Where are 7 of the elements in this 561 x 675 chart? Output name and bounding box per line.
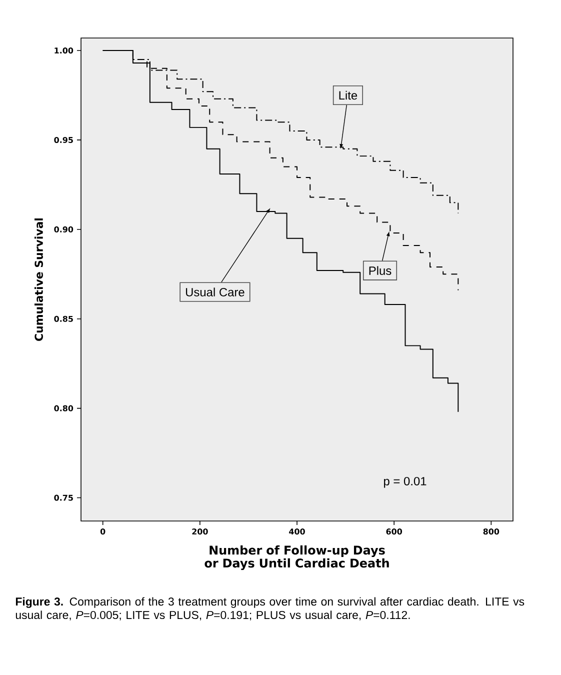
- annotation: p = 0.01: [384, 476, 426, 488]
- y-axis-title: Cumulative Survival: [34, 218, 43, 341]
- annotation: Usual Care: [186, 288, 244, 296]
- x-axis-title: Number of Follow-up Days or Days Until Cardiac Death: [204, 545, 389, 570]
- text: Figure 3. Comparison of the 3 treatment groups over time on survival after cardiac death. LITE vs usual care, P=0.005; LITE vs PLUS, P=0.191; PLUS vs usual care, P=0.112.: [16, 597, 524, 620]
- annotation: Lite: [339, 90, 358, 100]
- annotation: Plus: [369, 266, 392, 275]
